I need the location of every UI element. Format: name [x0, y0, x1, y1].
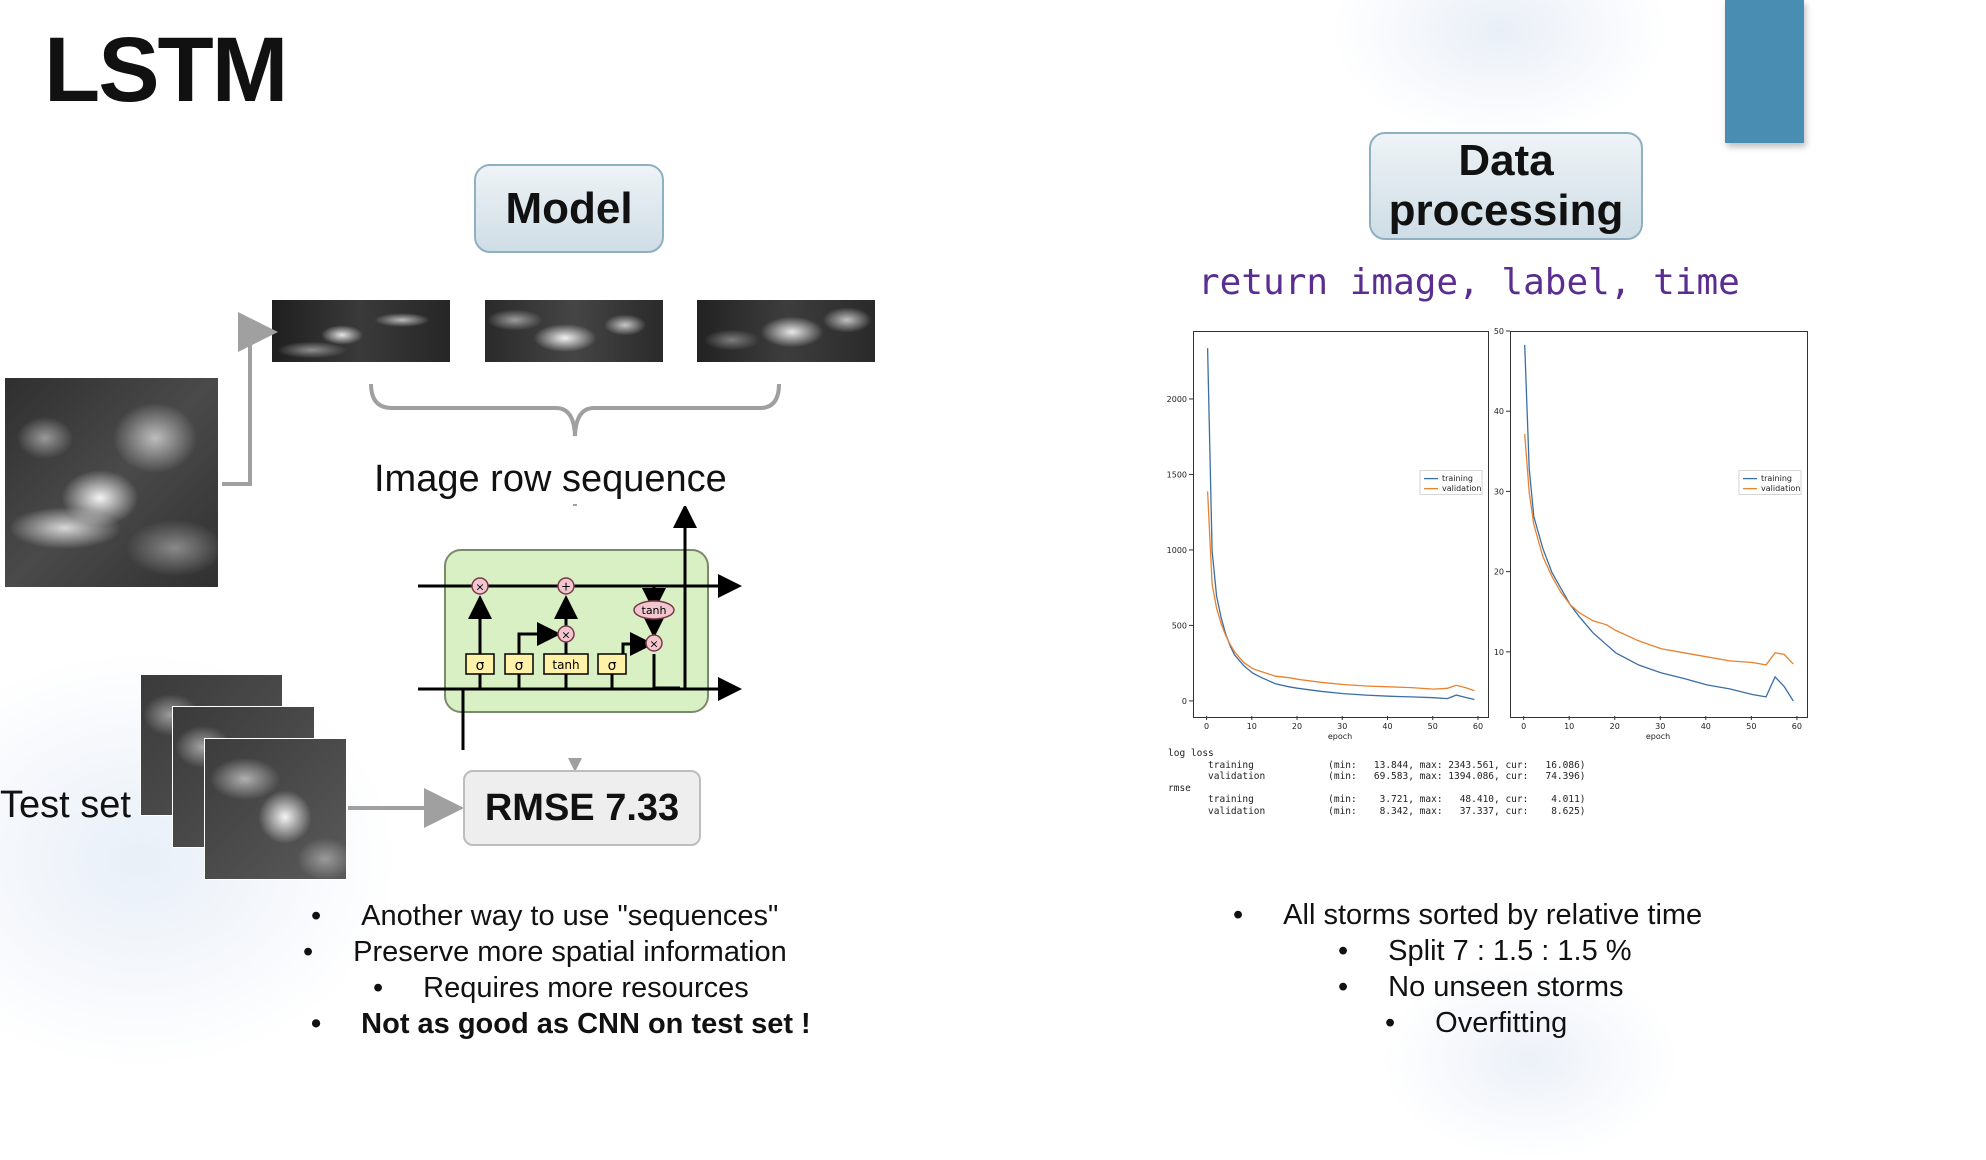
- log-header-rmse: rmse: [1168, 782, 1191, 794]
- op-tanh: tanh: [642, 604, 667, 617]
- y-tick-label: 30: [1494, 487, 1504, 496]
- gate-candidate: tanh: [552, 658, 579, 672]
- data-processing-label-line2: processing: [1388, 186, 1624, 235]
- code-snippet: return image, label, time: [1198, 262, 1740, 303]
- left-bullet-4: Not as good as CNN on test set !: [311, 1006, 811, 1042]
- legend-entry-validation: validation: [1761, 484, 1800, 493]
- legend-entry-training: training: [1761, 474, 1792, 483]
- gate-input: σ: [515, 658, 524, 674]
- x-tick-label: 50: [1746, 722, 1756, 731]
- training-log: log loss training (min: 13.844, max: 234…: [1168, 748, 1586, 817]
- series-line-validation: [1524, 433, 1794, 666]
- op-multiply-forget: ×: [475, 581, 484, 594]
- x-tick-label: 10: [1247, 722, 1257, 731]
- right-bullet-2: Split 7 : 1.5 : 1.5 %: [1338, 933, 1702, 969]
- left-bullet-list: Another way to use "sequences" Preserve …: [311, 898, 811, 1042]
- right-bullet-3: No unseen storms: [1338, 969, 1702, 1005]
- right-bullet-4: Overfitting: [1385, 1005, 1702, 1041]
- input-elbow-arrow: [222, 312, 278, 486]
- data-processing-label-line1: Data: [1458, 136, 1554, 185]
- x-axis-label: epoch: [1328, 732, 1352, 741]
- plot-rmse-axes: 0 10 20 30 40 50 60 10 20 30 40 50 epoch: [1494, 327, 1802, 741]
- x-tick-label: 20: [1292, 722, 1302, 731]
- log-row-rmse-validation: validation (min: 8.342, max: 37.337, cur…: [1168, 805, 1586, 817]
- legend-entry-validation: validation: [1442, 484, 1481, 493]
- brace: [369, 383, 781, 437]
- left-bullet-2: Preserve more spatial information: [303, 934, 811, 970]
- x-tick-label: 30: [1655, 722, 1665, 731]
- y-tick-label: 1000: [1167, 546, 1187, 555]
- image-row-strip-2: [485, 300, 663, 362]
- plot-rmse: training validation: [1510, 331, 1808, 718]
- y-tick-label: 500: [1172, 621, 1187, 630]
- log-row-loss-training: training (min: 13.844, max: 2343.561, cu…: [1168, 759, 1586, 771]
- x-tick-label: 60: [1792, 722, 1802, 731]
- op-multiply-input: ×: [561, 629, 570, 642]
- satellite-image: [5, 378, 218, 587]
- x-tick-label: 50: [1428, 722, 1438, 731]
- series-line-validation: [1206, 491, 1475, 692]
- x-tick-label: 0: [1521, 722, 1526, 731]
- y-tick-label: 2000: [1167, 395, 1187, 404]
- y-tick-label: 1500: [1167, 470, 1187, 479]
- y-tick-label: 10: [1494, 648, 1504, 657]
- image-row-strip-3: [697, 300, 875, 362]
- image-row-sequence-label: Image row sequence: [374, 458, 727, 500]
- gate-output: σ: [608, 658, 617, 674]
- x-tick-label: 40: [1382, 722, 1392, 731]
- x-axis-label: epoch: [1646, 732, 1670, 741]
- log-row-loss-validation: validation (min: 69.583, max: 1394.086, …: [1168, 771, 1586, 782]
- y-tick-label: 40: [1494, 407, 1504, 416]
- plot-log-loss: training validation: [1193, 331, 1489, 718]
- rmse-label: RMSE 7.33: [484, 786, 680, 829]
- x-tick-label: 20: [1610, 722, 1620, 731]
- model-label-box: Model: [474, 164, 664, 253]
- test-image-3: [204, 738, 347, 880]
- right-bullet-list: All storms sorted by relative time Split…: [1233, 897, 1702, 1041]
- op-multiply-output: ×: [649, 638, 658, 651]
- image-row-strip-1: [272, 300, 450, 362]
- test-set-label: Test set: [0, 784, 131, 826]
- lstm-cell-diagram: σ σ tanh σ × + × × tanh: [418, 506, 748, 758]
- y-tick-label: 50: [1494, 327, 1504, 336]
- log-row-rmse-training: training (min: 3.721, max: 48.410, cur: …: [1168, 794, 1586, 805]
- gate-forget: σ: [476, 658, 485, 674]
- x-tick-label: 0: [1204, 722, 1209, 731]
- x-tick-label: 30: [1337, 722, 1347, 731]
- model-label: Model: [505, 183, 633, 233]
- left-bullet-1: Another way to use "sequences": [311, 898, 811, 934]
- plot-log-loss-axes: 0 10 20 30 40 50 60 0 500 1000 1500 2000 epoch: [1167, 395, 1483, 741]
- op-add: +: [561, 580, 571, 594]
- x-tick-label: 40: [1701, 722, 1711, 731]
- y-tick-label: 20: [1494, 568, 1504, 577]
- legend-entry-training: training: [1442, 474, 1473, 483]
- right-bullet-1: All storms sorted by relative time: [1233, 897, 1702, 933]
- data-processing-label-box: Data processing: [1369, 132, 1643, 240]
- series-line-training: [1206, 348, 1475, 701]
- rmse-result-box: RMSE 7.33: [463, 770, 701, 846]
- accent-rectangle: [1725, 0, 1804, 143]
- log-header-loss: log loss: [1168, 748, 1214, 759]
- x-tick-label: 10: [1564, 722, 1574, 731]
- x-tick-label: 60: [1473, 722, 1483, 731]
- left-bullet-3: Requires more resources: [373, 970, 811, 1006]
- series-line-training: [1524, 344, 1794, 702]
- slide-title: LSTM: [44, 19, 288, 121]
- y-tick-label: 0: [1182, 697, 1187, 706]
